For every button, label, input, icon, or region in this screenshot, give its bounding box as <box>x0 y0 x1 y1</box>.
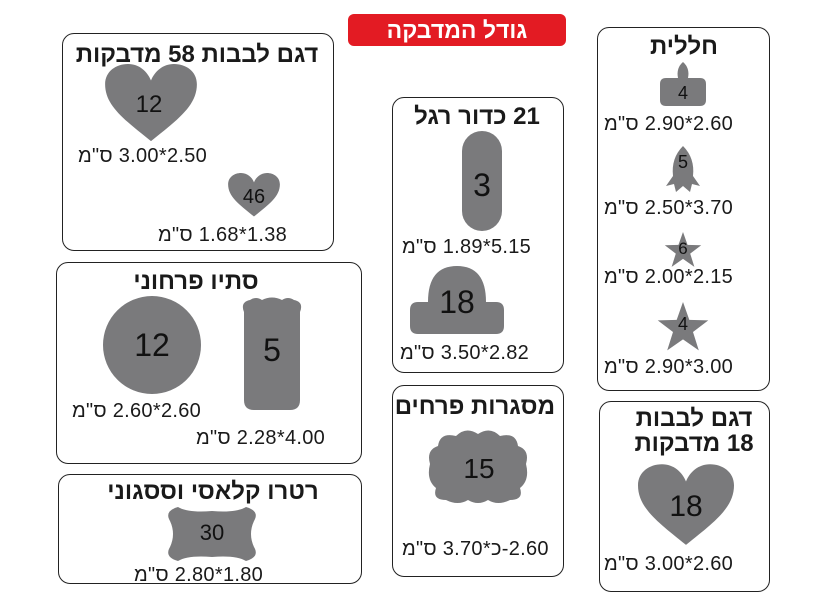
size-label: 1.80*2.80 ס"מ <box>134 564 264 586</box>
sticker-count: 30 <box>199 520 225 545</box>
small-star-icon <box>664 232 702 267</box>
card-title: 21 כדור רגל <box>414 103 540 130</box>
flower-frame-icon <box>428 430 528 503</box>
card-title: סתיו פרחוני <box>133 268 259 295</box>
size-label: 2.60*2.90 ס"מ <box>604 113 734 135</box>
size-label: 5.15*1.89 ס"מ <box>402 236 532 258</box>
sticker-count: 15 <box>463 453 495 484</box>
sticker-count: 4 <box>677 313 688 334</box>
sticker-count: 12 <box>134 326 170 363</box>
sticker-count: 12 <box>135 91 163 118</box>
card-title: רטרו קלאסי וססגוני <box>107 478 319 505</box>
sticker-count: 3 <box>473 166 491 203</box>
sticker-count: 5 <box>677 151 688 172</box>
pill-icon <box>462 131 502 231</box>
card-title: דגם לבבות 58 מדבקות <box>75 41 319 68</box>
card-hearts-58: דגם לבבות 58 מדבקות <box>62 33 334 251</box>
star-icon <box>657 302 709 351</box>
sticker-count: 5 <box>263 331 281 368</box>
card-title: מסגרות פרחים <box>394 393 555 420</box>
rounded-arch-icon <box>410 266 504 334</box>
size-label: 1.38*1.68 ס"מ <box>158 224 288 246</box>
card-title: חללית <box>649 33 718 60</box>
sticker-count: 18 <box>669 490 703 523</box>
sticker-count: 46 <box>242 185 266 208</box>
ornate-frame-icon <box>168 507 256 561</box>
sticker-count: 4 <box>677 82 688 103</box>
size-label: 2.60*3.00 ס"מ <box>604 553 734 575</box>
size-label: 3.70*2.50 ס"מ <box>604 197 734 219</box>
size-label: 3.00*2.90 ס"מ <box>604 356 734 378</box>
size-label: 2.15*2.00 ס"מ <box>604 266 734 288</box>
sticker-count: 18 <box>439 283 475 320</box>
circle-icon <box>103 296 201 394</box>
heart-icon <box>228 173 280 217</box>
size-label: 2.60*2.60 ס"מ <box>72 400 202 422</box>
heart-icon <box>105 64 197 142</box>
rocket-tag-icon <box>660 62 706 106</box>
page-title: גודל המדבקה <box>386 16 528 43</box>
rocket-icon <box>666 146 700 192</box>
scalloped-rectangle-icon <box>242 297 302 410</box>
sticker-count: 6 <box>678 239 688 258</box>
size-label: 2.50*3.00 ס"מ <box>78 145 208 167</box>
heart-icon <box>638 464 734 545</box>
card-title: דגם לבבות 18 מדבקות <box>634 405 754 458</box>
size-label: 4.00*2.28 ס"מ <box>196 427 326 449</box>
size-label: 2.60-כ*3.70 ס"מ <box>402 538 549 560</box>
page-title-banner: גודל המדבקה <box>348 14 566 46</box>
size-label: 2.82*3.50 ס"מ <box>400 342 530 364</box>
